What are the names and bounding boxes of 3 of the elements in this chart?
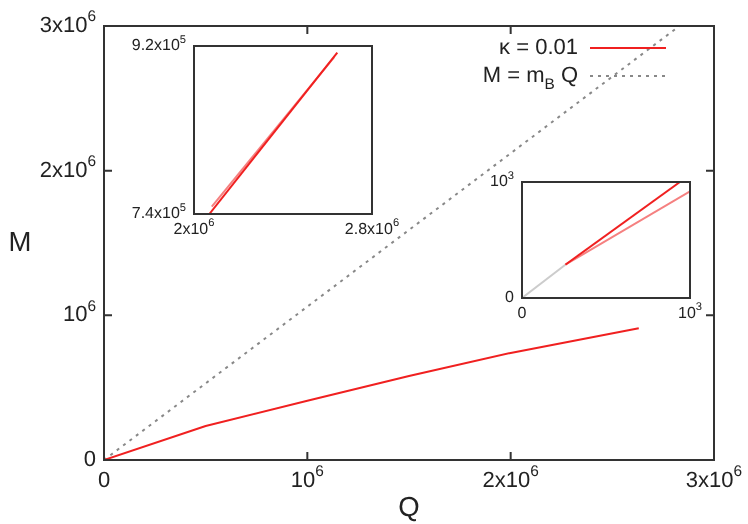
x-axis-title: Q: [398, 492, 421, 523]
legend-label: κ = 0.01: [499, 36, 579, 61]
y-axis-title: M: [8, 226, 32, 257]
